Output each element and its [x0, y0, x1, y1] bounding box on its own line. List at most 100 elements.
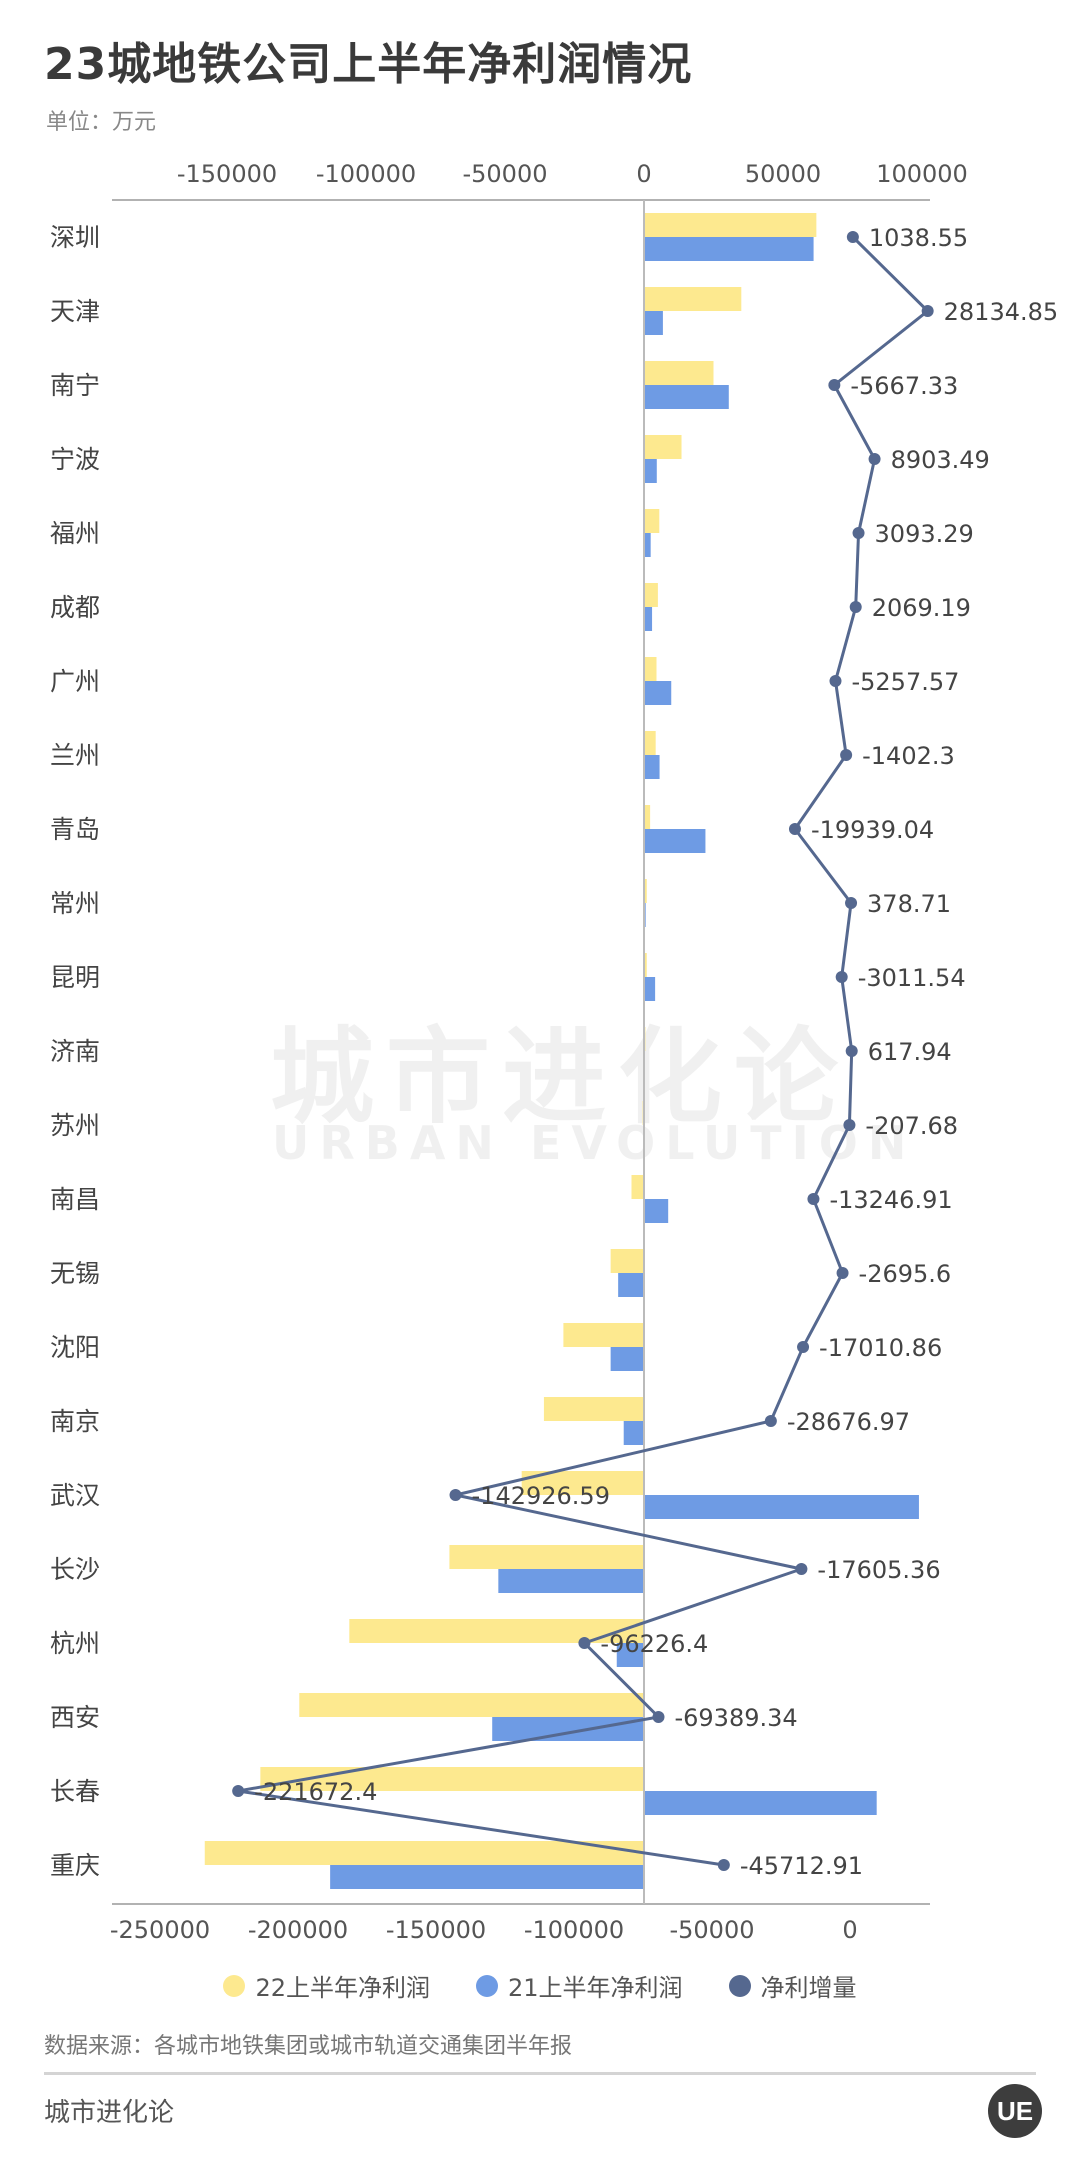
- bar-21: [330, 1865, 644, 1889]
- category-label: 南京: [50, 1407, 100, 1436]
- category-label: 南昌: [50, 1185, 100, 1214]
- line-data-label: -13246.91: [829, 1186, 952, 1214]
- bar-22: [644, 287, 742, 311]
- bar-21: [644, 1199, 669, 1223]
- category-label: 常州: [50, 889, 100, 918]
- top-tick-label: 50000: [745, 160, 821, 188]
- bottom-tick-label: -50000: [669, 1916, 754, 1944]
- legend-item-22[interactable]: 22上半年净利润: [223, 1968, 430, 2003]
- chart-title: 23城地铁公司上半年净利润情况: [44, 39, 693, 90]
- legend-label: 净利增量: [760, 1974, 857, 2002]
- footer-brand: 城市进化论: [44, 2098, 175, 2128]
- bar-21: [644, 977, 656, 1001]
- bar-21: [644, 1495, 919, 1519]
- line-increment-point: [829, 675, 842, 687]
- category-label: 福州: [50, 519, 100, 548]
- line-increment-point: [828, 379, 841, 391]
- bottom-tick-label: -250000: [110, 1916, 210, 1944]
- top-tick-label: -50000: [462, 160, 547, 188]
- category-label: 宁波: [50, 445, 100, 474]
- legend-label: 22上半年净利润: [255, 1974, 430, 2002]
- line-data-label: 378.71: [867, 890, 951, 918]
- line-increment-point: [845, 897, 858, 909]
- bar-22: [644, 879, 647, 903]
- category-label: 昆明: [50, 963, 100, 992]
- legend-item-21[interactable]: 21上半年净利润: [476, 1968, 683, 2003]
- line-increment-point: [836, 1267, 849, 1279]
- legend-item-increment[interactable]: 净利增量: [728, 1968, 857, 2003]
- line-data-label: 2069.19: [872, 594, 971, 622]
- bottom-tick-label: -150000: [386, 1916, 486, 1944]
- line-data-label: -1402.3: [862, 742, 955, 770]
- category-label: 青岛: [50, 815, 100, 844]
- line-increment-point: [764, 1415, 777, 1427]
- bar-22: [563, 1323, 644, 1347]
- bar-22: [260, 1767, 644, 1791]
- bar-21: [498, 1569, 644, 1593]
- line-data-label: -19939.04: [811, 816, 934, 844]
- combo-bar-line-chart: -150000 -100000 -50000 0 50000 100000 -250000 -…: [50, 160, 1059, 1944]
- category-label: 长沙: [50, 1555, 100, 1584]
- line-increment-point: [807, 1193, 820, 1205]
- bar-22: [449, 1545, 644, 1569]
- brand-logo-icon: UE: [988, 2084, 1042, 2138]
- line-data-label: -96226.4: [600, 1630, 708, 1658]
- watermark-subtext: URBAN EVOLUTION: [272, 1116, 917, 1170]
- category-label: 南宁: [50, 371, 100, 400]
- legend-label: 21上半年净利润: [508, 1974, 683, 2002]
- bar-21: [644, 755, 660, 779]
- category-label: 长春: [50, 1777, 100, 1806]
- category-label: 重庆: [50, 1851, 100, 1880]
- bar-21: [616, 1643, 644, 1667]
- legend-swatch: [728, 1974, 751, 1997]
- line-increment-point: [835, 971, 848, 983]
- bottom-tick-label: -200000: [248, 1916, 348, 1944]
- bar-22: [644, 509, 660, 533]
- bar-22: [644, 657, 657, 681]
- bar-21: [644, 1791, 877, 1815]
- line-increment-point: [852, 527, 865, 539]
- line-increment-point: [578, 1637, 591, 1649]
- line-increment-point: [788, 823, 801, 835]
- line-increment-point: [843, 1119, 856, 1131]
- bar-21: [644, 829, 706, 853]
- bar-22: [610, 1249, 644, 1273]
- top-tick-label: 100000: [876, 160, 968, 188]
- bottom-tick-label: 0: [842, 1916, 857, 1944]
- line-data-label: -207.68: [865, 1112, 958, 1140]
- category-label: 广州: [50, 667, 100, 696]
- category-label: 杭州: [50, 1629, 100, 1658]
- bar-21: [644, 607, 653, 631]
- bottom-tick-label: -100000: [524, 1916, 624, 1944]
- line-data-label: -5667.33: [850, 372, 958, 400]
- legend-swatch: [223, 1974, 246, 1997]
- line-increment-point: [845, 1045, 858, 1057]
- top-tick-label: -100000: [316, 160, 416, 188]
- bar-21: [644, 237, 814, 261]
- line-increment-point: [232, 1785, 245, 1797]
- line-increment-point: [921, 305, 934, 317]
- line-data-label: -28676.97: [787, 1408, 910, 1436]
- bar-22: [644, 953, 647, 977]
- line-increment-point: [849, 601, 862, 613]
- footer-divider: [44, 2072, 1036, 2075]
- bar-21: [644, 385, 729, 409]
- bar-22: [644, 213, 817, 237]
- line-data-label: -17605.36: [817, 1556, 940, 1584]
- line-increment-point: [868, 453, 881, 465]
- category-label: 兰州: [50, 741, 100, 770]
- chart-legend: 22上半年净利润 21上半年净利润 净利增量: [0, 1968, 1080, 2003]
- bar-21: [623, 1421, 644, 1445]
- legend-swatch: [476, 1974, 498, 1997]
- line-increment-point: [449, 1489, 462, 1501]
- bar-21: [492, 1717, 644, 1741]
- line-data-label: 28134.85: [944, 298, 1059, 326]
- category-label: 无锡: [50, 1259, 100, 1288]
- bar-21: [644, 311, 663, 335]
- line-data-label: -5257.57: [851, 668, 959, 696]
- bar-22: [543, 1397, 644, 1421]
- bar-22: [644, 583, 658, 607]
- line-data-label: -17010.86: [819, 1334, 942, 1362]
- category-label: 深圳: [50, 223, 100, 252]
- line-increment-point: [717, 1859, 730, 1871]
